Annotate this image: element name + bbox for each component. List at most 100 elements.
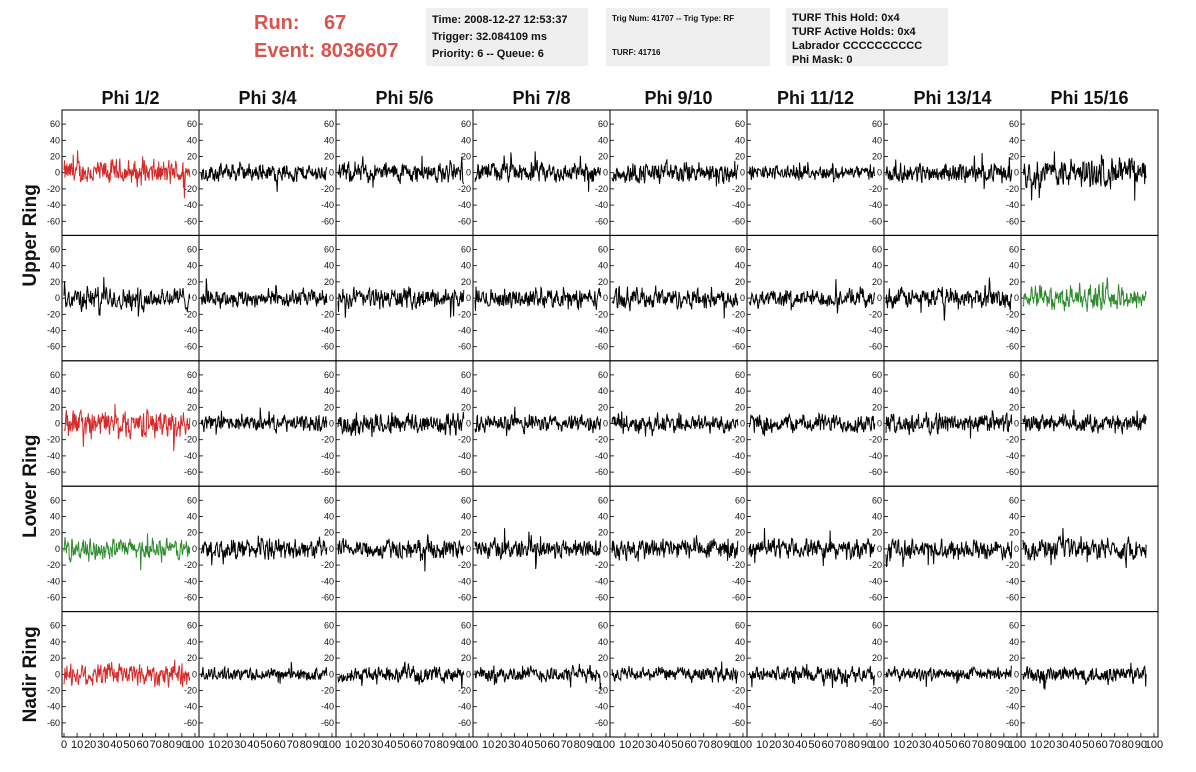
y-tick-label: 20 — [735, 528, 745, 538]
y-tick-label: 60 — [872, 370, 882, 380]
y-tick-label: 40 — [187, 386, 197, 396]
y-tick-label: 40 — [735, 261, 745, 271]
y-tick-label: 20 — [872, 152, 882, 162]
waveform-trace — [200, 407, 328, 435]
y-tick-label: 20 — [1009, 402, 1019, 412]
waveform-trace — [885, 152, 1013, 190]
waveform-trace — [337, 286, 465, 318]
time-text: Time: 2008-12-27 12:53:37 — [432, 14, 568, 26]
x-tick-label: 70 — [972, 739, 984, 751]
y-tick-label: 60 — [1009, 495, 1019, 505]
x-tick-label: 80 — [574, 739, 586, 751]
x-tick-label: 40 — [658, 739, 670, 751]
x-tick-label: 20 — [632, 739, 644, 751]
x-tick-label: 50 — [260, 739, 272, 751]
y-tick-label: 60 — [735, 495, 745, 505]
y-tick-label: 20 — [187, 653, 197, 663]
y-tick-label: 40 — [50, 261, 60, 271]
y-tick-label: 60 — [50, 119, 60, 129]
x-tick-label: 100 — [597, 739, 615, 751]
y-tick-label: 20 — [324, 653, 334, 663]
y-tick-label: -60 — [732, 718, 745, 728]
x-tick-label: 60 — [821, 739, 833, 751]
y-tick-label: -20 — [184, 309, 197, 319]
y-tick-label: 20 — [735, 653, 745, 663]
y-tick-label: 60 — [187, 245, 197, 255]
y-tick-label: 20 — [598, 152, 608, 162]
y-tick-label: 60 — [50, 245, 60, 255]
x-tick-label: 70 — [287, 739, 299, 751]
y-tick-label: 40 — [50, 512, 60, 522]
y-tick-label: -20 — [47, 686, 60, 696]
waveform-trace — [611, 411, 739, 437]
y-tick-label: -40 — [1006, 576, 1019, 586]
y-tick-label: 60 — [461, 495, 471, 505]
y-tick-label: 40 — [187, 512, 197, 522]
y-tick-label: -60 — [321, 467, 334, 477]
y-tick-label: 0 — [55, 293, 60, 303]
ring-label: Nadir Ring — [20, 626, 41, 722]
waveform-trace — [337, 411, 465, 438]
y-tick-label: 40 — [1009, 261, 1019, 271]
y-tick-label: -40 — [869, 702, 882, 712]
y-tick-label: 0 — [466, 293, 471, 303]
y-tick-label: -20 — [458, 309, 471, 319]
y-tick-label: 40 — [50, 386, 60, 396]
y-tick-label: -20 — [732, 435, 745, 445]
y-tick-label: 60 — [598, 119, 608, 129]
y-tick-label: 0 — [603, 669, 608, 679]
y-tick-label: -40 — [732, 576, 745, 586]
y-tick-label: 0 — [329, 293, 334, 303]
y-tick-label: 0 — [329, 544, 334, 554]
y-tick-label: 40 — [461, 135, 471, 145]
y-tick-label: -20 — [732, 309, 745, 319]
y-tick-label: 60 — [598, 245, 608, 255]
y-tick-label: -40 — [321, 576, 334, 586]
y-tick-label: 20 — [324, 277, 334, 287]
waveform-trace — [337, 534, 465, 572]
y-tick-label: 60 — [324, 370, 334, 380]
y-tick-label: 60 — [598, 621, 608, 631]
x-tick-label: 70 — [424, 739, 436, 751]
y-tick-label: 0 — [740, 419, 745, 429]
y-tick-label: 0 — [740, 669, 745, 679]
y-tick-label: 0 — [740, 544, 745, 554]
y-tick-label: 40 — [735, 512, 745, 522]
y-tick-label: 20 — [598, 653, 608, 663]
waveform-trace — [748, 663, 876, 688]
x-tick-label: 40 — [384, 739, 396, 751]
x-tick-label: 40 — [521, 739, 533, 751]
y-tick-label: 0 — [877, 168, 882, 178]
x-tick-label: 100 — [460, 739, 478, 751]
waveform-trace — [748, 411, 876, 437]
x-tick-label: 10 — [619, 739, 631, 751]
y-tick-label: -60 — [458, 593, 471, 603]
y-tick-label: -40 — [595, 451, 608, 461]
y-tick-label: -60 — [1006, 467, 1019, 477]
trigger-text: Trigger: 32.084109 ms — [432, 31, 547, 43]
y-tick-label: 20 — [735, 152, 745, 162]
waveform-trace — [200, 535, 328, 566]
x-tick-label: 50 — [945, 739, 957, 751]
event-label: Event: — [254, 40, 316, 62]
waveform-trace — [885, 665, 1012, 687]
y-tick-label: 20 — [324, 528, 334, 538]
y-tick-label: 60 — [461, 370, 471, 380]
x-tick-label: 30 — [1056, 739, 1068, 751]
y-tick-label: 60 — [324, 119, 334, 129]
x-tick-label: 10 — [756, 739, 768, 751]
y-tick-label: -40 — [321, 200, 334, 210]
waveform-trace — [611, 535, 739, 562]
phi-column-label: Phi 11/12 — [777, 88, 854, 108]
x-tick-label: 40 — [247, 739, 259, 751]
y-tick-label: 0 — [877, 419, 882, 429]
x-tick-label: 60 — [273, 739, 285, 751]
y-tick-label: 60 — [50, 495, 60, 505]
y-tick-label: 40 — [50, 637, 60, 647]
y-tick-label: -60 — [321, 593, 334, 603]
x-tick-label: 20 — [1043, 739, 1055, 751]
y-tick-label: 20 — [872, 402, 882, 412]
y-tick-label: 20 — [598, 402, 608, 412]
y-tick-label: 60 — [324, 495, 334, 505]
y-tick-label: 60 — [1009, 370, 1019, 380]
